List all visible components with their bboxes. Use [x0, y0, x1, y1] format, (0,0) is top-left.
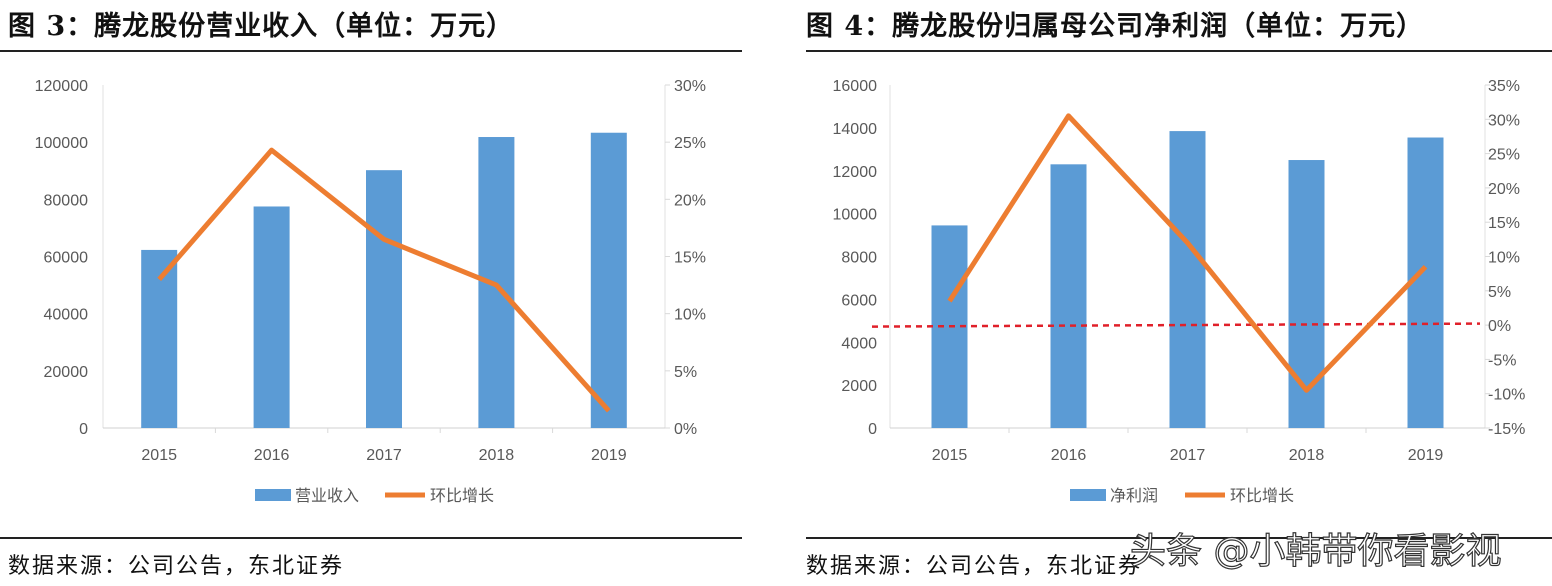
x-tick-label: 2018 [1289, 447, 1325, 464]
legend-bar-label: 净利润 [1110, 487, 1158, 505]
right-tick-label: -5% [1488, 352, 1516, 369]
legend-bar-swatch [1070, 489, 1106, 501]
right-tick-label: 10% [1488, 250, 1520, 267]
right-tick-label: 30% [674, 78, 706, 95]
bar-2016 [253, 206, 290, 428]
left-tick-label: 16000 [833, 78, 878, 95]
x-tick-label: 2017 [1170, 447, 1206, 464]
left-tick-label: 10000 [833, 207, 878, 224]
bar-2016 [1050, 164, 1087, 428]
right-tick-label: 0% [1488, 318, 1511, 335]
right-tick-label: 5% [1488, 284, 1511, 301]
left-tick-label: 4000 [841, 335, 877, 352]
right-tick-label: 5% [674, 364, 697, 381]
right-tick-label: 35% [1488, 78, 1520, 95]
right-tick-label: 15% [1488, 215, 1520, 232]
left-tick-label: 60000 [44, 250, 89, 267]
x-tick-label: 2019 [1408, 447, 1444, 464]
bar-2019 [590, 132, 627, 428]
left-tick-label: 100000 [35, 135, 88, 152]
watermark: 头条 @小韩带你看影视 [1129, 530, 1502, 572]
left-source-note: 数据来源：公司公告，东北证券 [8, 554, 345, 579]
bar-2017 [366, 170, 402, 428]
bar-2015 [141, 249, 178, 428]
right-footer-rule [806, 537, 1552, 539]
left-tick-label: 2000 [841, 378, 877, 395]
left-tick-label: 120000 [35, 78, 88, 95]
bar-2018 [1288, 160, 1325, 428]
right-tick-label: 20% [1488, 181, 1520, 198]
bar-2017 [1169, 131, 1206, 428]
legend-bar-swatch [255, 489, 291, 501]
right-tick-label: 15% [674, 250, 706, 267]
right-title-rule [806, 50, 1552, 52]
chart-net-profit: 0 2000 4000 6000 8000 10000 12000 14000 16000 -15… [833, 78, 1526, 505]
right-tick-label: -15% [1488, 421, 1525, 438]
right-tick-label: 10% [674, 307, 706, 324]
left-tick-label: 80000 [44, 192, 89, 209]
right-source-note: 数据来源：公司公告，东北证券 [806, 554, 1143, 579]
x-tick-label: 2015 [141, 447, 177, 464]
x-tick-label: 2017 [366, 447, 402, 464]
right-chart-title: 图 4：腾龙股份归属母公司净利润（单位：万元） [806, 11, 1425, 42]
x-tick-label: 2018 [479, 447, 515, 464]
right-tick-label: 0% [674, 421, 697, 438]
right-tick-label: -10% [1488, 387, 1525, 404]
zero-reference-line [871, 322, 1481, 328]
right-tick-label: 30% [1488, 112, 1520, 129]
legend-line-label: 环比增长 [1230, 487, 1294, 505]
left-tick-label: 0 [868, 421, 877, 438]
legend-line-label: 环比增长 [430, 487, 494, 505]
left-tick-label: 14000 [833, 121, 878, 138]
left-tick-label: 20000 [44, 364, 89, 381]
right-tick-label: 25% [674, 135, 706, 152]
left-footer-rule [0, 537, 742, 539]
left-tick-label: 8000 [841, 250, 877, 267]
x-tick-label: 2016 [1051, 447, 1087, 464]
left-title-rule [0, 50, 742, 52]
chart-revenue: 0 20000 40000 60000 80000 100000 120000 0% 5% 10%… [35, 78, 706, 505]
left-tick-label: 12000 [833, 164, 878, 181]
left-tick-label: 6000 [841, 292, 877, 309]
right-tick-label: 25% [1488, 147, 1520, 164]
left-chart-title: 图 3：腾龙股份营业收入（单位：万元） [8, 11, 515, 42]
x-tick-label: 2016 [254, 447, 290, 464]
x-tick-label: 2015 [932, 447, 968, 464]
left-tick-label: 0 [79, 421, 88, 438]
x-tick-label: 2019 [591, 447, 627, 464]
left-tick-label: 40000 [44, 307, 89, 324]
right-tick-label: 20% [674, 192, 706, 209]
legend-bar-label: 营业收入 [295, 487, 359, 505]
